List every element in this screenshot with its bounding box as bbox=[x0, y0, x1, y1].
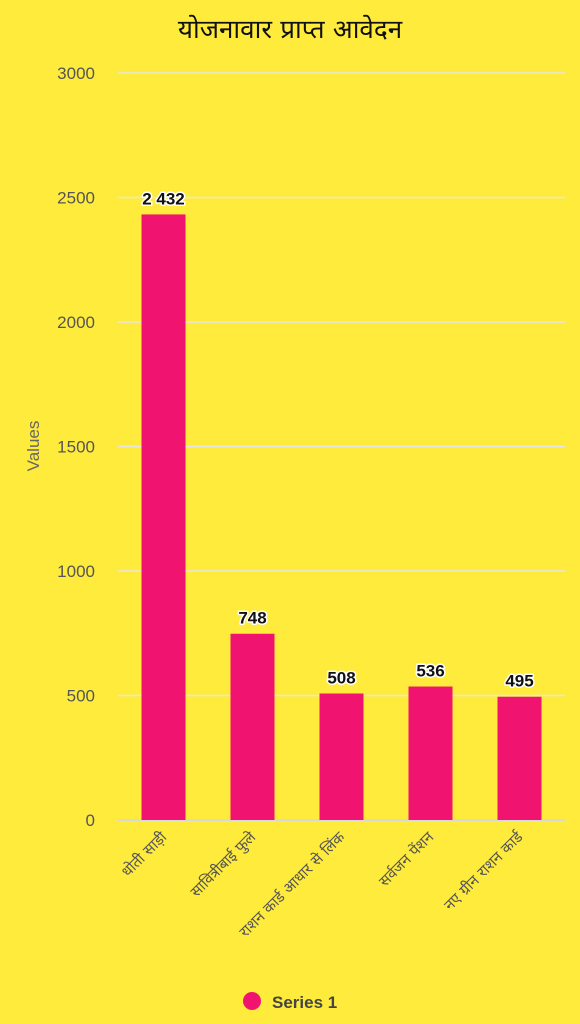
data-labels: 2 432 748 508 536 495 bbox=[141, 188, 535, 692]
y-axis-label: Values bbox=[24, 421, 43, 472]
bar[interactable] bbox=[141, 214, 186, 820]
bar[interactable] bbox=[408, 686, 453, 820]
x-tick-label: सावित्रीबाई फुले bbox=[187, 828, 261, 902]
data-label: 495 bbox=[505, 672, 533, 691]
legend[interactable]: Series 1 bbox=[243, 992, 337, 1012]
y-tick-label: 500 bbox=[67, 687, 95, 706]
data-label: 748 bbox=[238, 609, 266, 628]
data-label: 536 bbox=[416, 662, 444, 681]
y-axis-ticks: 0 500 1000 1500 2000 2500 3000 bbox=[57, 64, 95, 830]
data-label: 508 bbox=[327, 669, 355, 688]
legend-label: Series 1 bbox=[272, 993, 337, 1012]
bar[interactable] bbox=[319, 693, 364, 820]
x-axis-ticks: धोती साड़ी सावित्रीबाई फुलेराशन कार्ड आधा… bbox=[118, 827, 527, 940]
data-label: 2 432 bbox=[142, 189, 185, 208]
chart-title: योजनावार प्राप्त आवेदन bbox=[178, 14, 403, 45]
x-tick-label: नए ग्रीन राशन कार्ड bbox=[440, 827, 527, 914]
x-tick-label: धोती साड़ी bbox=[118, 827, 171, 880]
legend-swatch bbox=[243, 992, 261, 1010]
y-tick-label: 3000 bbox=[57, 64, 95, 83]
y-tick-label: 2000 bbox=[57, 313, 95, 332]
y-tick-label: 1000 bbox=[57, 562, 95, 581]
bar[interactable] bbox=[230, 633, 275, 820]
gridlines bbox=[118, 72, 565, 821]
y-tick-label: 2500 bbox=[57, 189, 95, 208]
bars bbox=[141, 214, 542, 820]
y-tick-label: 0 bbox=[86, 811, 95, 830]
x-tick-label: सर्वजन पेंशन bbox=[375, 828, 438, 891]
y-tick-label: 1500 bbox=[57, 438, 95, 457]
bar[interactable] bbox=[497, 696, 542, 820]
